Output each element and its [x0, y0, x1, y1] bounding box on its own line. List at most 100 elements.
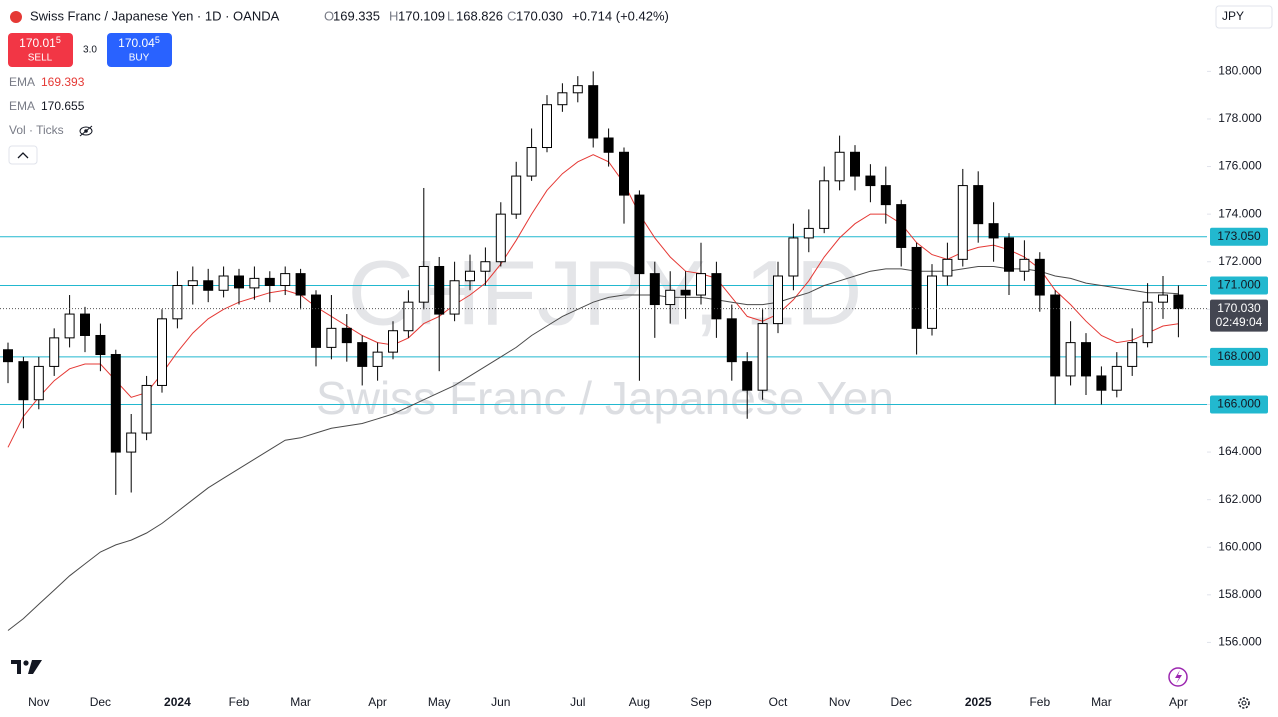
settings-button[interactable]: [1238, 697, 1250, 709]
candle-body: [865, 175, 876, 187]
level-label-box: [1210, 227, 1268, 246]
x-tick-label: Dec: [90, 695, 111, 709]
candle-body: [988, 223, 999, 239]
candle-body: [372, 351, 383, 367]
watermark: CHFJPY, 1D Swiss Franc / Japanese Yen: [316, 242, 894, 424]
ohlc-label: O: [324, 8, 334, 23]
change: +0.714 (+0.42%): [572, 8, 669, 23]
candle-body: [572, 85, 583, 94]
candle-body: [218, 275, 229, 291]
currency: JPY: [1222, 9, 1244, 23]
candle-body: [1127, 342, 1138, 367]
candle-body: [665, 289, 676, 306]
candle-body: [249, 277, 260, 289]
ohlc-label: L: [447, 8, 454, 23]
candle-body: [911, 246, 922, 329]
buy-button[interactable]: [107, 33, 172, 67]
candle-body: [434, 265, 445, 315]
lightning-button[interactable]: [1168, 667, 1188, 687]
candle-body: [588, 85, 599, 139]
candle-body: [357, 342, 368, 367]
buy-price: 170.045: [118, 35, 160, 50]
candle-body: [973, 185, 984, 225]
y-tick-label: 164.000: [1218, 444, 1262, 458]
x-tick-label: Mar: [290, 695, 311, 709]
ohlc-value: 168.826: [456, 8, 503, 23]
candle-body: [1096, 375, 1107, 391]
candle-body: [1004, 237, 1014, 272]
x-tick-label: Sep: [690, 695, 712, 709]
candle-body: [1050, 294, 1061, 377]
x-tick-label: Oct: [769, 695, 788, 709]
ohlc-value: 169.335: [333, 8, 380, 23]
candle-body: [1111, 365, 1122, 391]
y-tick-label: 174.000: [1218, 206, 1262, 220]
watermark-name: Swiss Franc / Japanese Yen: [316, 372, 894, 424]
candle-body: [172, 285, 183, 320]
chevron-icon: [17, 152, 29, 159]
candle-body: [896, 204, 907, 248]
x-tick-label: Mar: [1091, 695, 1112, 709]
candle-body: [295, 273, 306, 296]
candle-body: [465, 270, 475, 282]
candle-body: [927, 275, 937, 329]
candle-body: [742, 361, 753, 391]
spread: 3.0: [83, 45, 97, 56]
x-tick-label: Dec: [891, 695, 912, 709]
candle-body: [280, 273, 291, 287]
collapse-button[interactable]: [8, 145, 38, 165]
candle-body: [511, 175, 522, 215]
y-tick-label: 160.000: [1218, 539, 1262, 553]
symbol-icon: [10, 11, 22, 23]
candle-body: [1173, 294, 1184, 310]
candle-body: [1034, 258, 1045, 296]
x-tick-label: Feb: [229, 695, 250, 709]
candle-body: [264, 277, 275, 287]
level-label: 168.000: [1217, 349, 1261, 363]
candle-body: [850, 151, 860, 177]
candle-body: [95, 334, 106, 356]
candle-body: [418, 265, 429, 303]
candle-body: [726, 318, 737, 363]
x-tick-label: Jul: [570, 695, 585, 709]
candle-body: [449, 280, 460, 315]
candle-body: [834, 151, 845, 182]
candle-body: [1158, 294, 1168, 303]
candle-body: [480, 261, 491, 272]
y-tick-label: 176.000: [1218, 159, 1262, 173]
candle-body: [773, 275, 783, 325]
level-label-box: [1210, 347, 1268, 366]
candle-body: [542, 104, 552, 149]
buy-label: BUY: [129, 53, 150, 64]
level-label-box: [1210, 276, 1268, 295]
ema-legend-name: EMA: [9, 75, 35, 89]
y-tick-label: 158.000: [1218, 587, 1262, 601]
candle-body: [141, 384, 152, 434]
candle-body: [311, 294, 321, 348]
ema-line: [7, 266, 1179, 631]
currency-dropdown[interactable]: [1215, 5, 1273, 29]
level-label: 166.000: [1217, 397, 1261, 411]
candle-body: [341, 327, 352, 344]
x-tick-label: 2025: [965, 695, 992, 709]
sell-price: 170.015: [19, 35, 61, 50]
candle-body: [526, 147, 537, 177]
symbol-title[interactable]: Swiss Franc / Japanese Yen · 1D · OANDA: [30, 8, 280, 23]
hide-icon[interactable]: [79, 125, 93, 137]
candle-body: [603, 137, 614, 153]
candle-body: [203, 280, 214, 291]
y-tick-label: 178.000: [1218, 111, 1262, 125]
y-tick-label: 162.000: [1218, 492, 1262, 506]
candle-body: [942, 258, 953, 277]
candle-body: [557, 92, 568, 106]
x-tick-label: Feb: [1029, 695, 1050, 709]
candle-body: [326, 327, 337, 348]
last-price-box: [1210, 299, 1268, 332]
candle-body: [33, 365, 44, 401]
candle-body: [3, 349, 13, 363]
sell-button[interactable]: [8, 33, 73, 67]
y-tick-label: 156.000: [1218, 635, 1262, 649]
candle-body: [711, 273, 722, 320]
